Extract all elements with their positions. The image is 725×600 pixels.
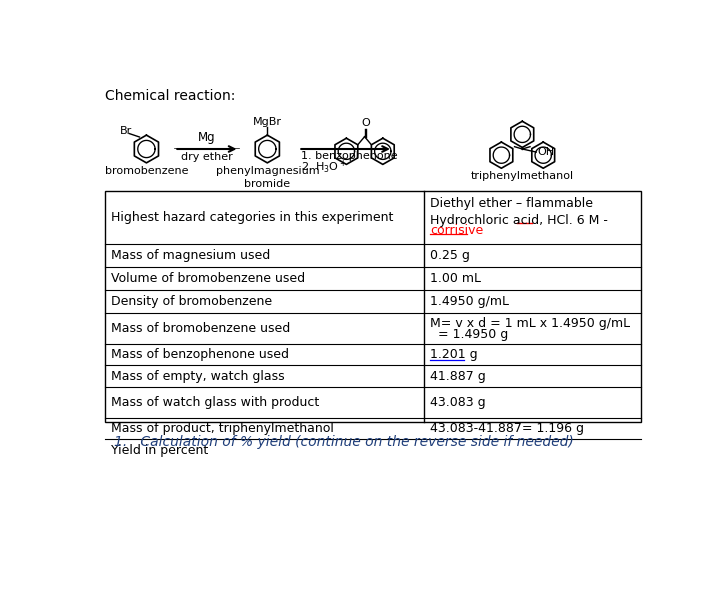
Text: Yield in percent: Yield in percent [111, 443, 208, 457]
Text: O: O [361, 118, 370, 128]
Text: Mass of product, triphenylmethanol: Mass of product, triphenylmethanol [111, 422, 334, 435]
Text: Mg: Mg [198, 131, 216, 143]
Bar [104, 191, 641, 422]
Text: Chemical reaction:: Chemical reaction: [104, 89, 235, 103]
Text: Highest hazard categories in this experiment: Highest hazard categories in this experi… [111, 211, 393, 224]
Text: 1.00 mL: 1.00 mL [430, 272, 481, 285]
Text: = 1.4950 g: = 1.4950 g [430, 328, 508, 341]
Text: Br: Br [120, 126, 133, 136]
Text: 43.083-41.887= 1.196 g: 43.083-41.887= 1.196 g [430, 422, 584, 435]
Text: Mass of watch glass with product: Mass of watch glass with product [111, 396, 319, 409]
Text: Mass of bromobenzene used: Mass of bromobenzene used [111, 322, 290, 335]
Text: 0.25 g: 0.25 g [430, 249, 470, 262]
Text: OH: OH [538, 147, 555, 157]
Text: dry ether: dry ether [181, 152, 233, 162]
Text: Diethyl ether – flammable: Diethyl ether – flammable [430, 197, 593, 210]
Text: 41.887 g: 41.887 g [430, 370, 486, 383]
Text: MgBr: MgBr [253, 116, 282, 127]
Text: 1.   Calculation of % yield (continue on the reverse side if needed): 1. Calculation of % yield (continue on t… [114, 436, 573, 449]
Text: corrisive: corrisive [430, 224, 484, 238]
Text: bromobenzene: bromobenzene [104, 166, 188, 176]
Text: Mass of benzophenone used: Mass of benzophenone used [111, 348, 289, 361]
Text: triphenylmethanol: triphenylmethanol [471, 172, 574, 181]
Text: Volume of bromobenzene used: Volume of bromobenzene used [111, 272, 305, 285]
Text: Mass of empty, watch glass: Mass of empty, watch glass [111, 370, 284, 383]
Text: 43.083 g: 43.083 g [430, 396, 486, 409]
Text: M= v x d = 1 mL x 1.4950 g/mL: M= v x d = 1 mL x 1.4950 g/mL [430, 317, 630, 330]
Text: 1.4950 g/mL: 1.4950 g/mL [430, 295, 509, 308]
Text: Hydrochloric acid, HCl. 6 M -: Hydrochloric acid, HCl. 6 M - [430, 214, 608, 227]
Text: 1.201 g: 1.201 g [430, 348, 478, 361]
Text: Mass of magnesium used: Mass of magnesium used [111, 249, 270, 262]
Text: 1. benzophenone: 1. benzophenone [302, 151, 398, 161]
Text: phenylmagnesium
bromide: phenylmagnesium bromide [215, 166, 319, 189]
Text: Density of bromobenzene: Density of bromobenzene [111, 295, 272, 308]
Text: 2. H$_3$O$^+$: 2. H$_3$O$^+$ [302, 159, 347, 176]
